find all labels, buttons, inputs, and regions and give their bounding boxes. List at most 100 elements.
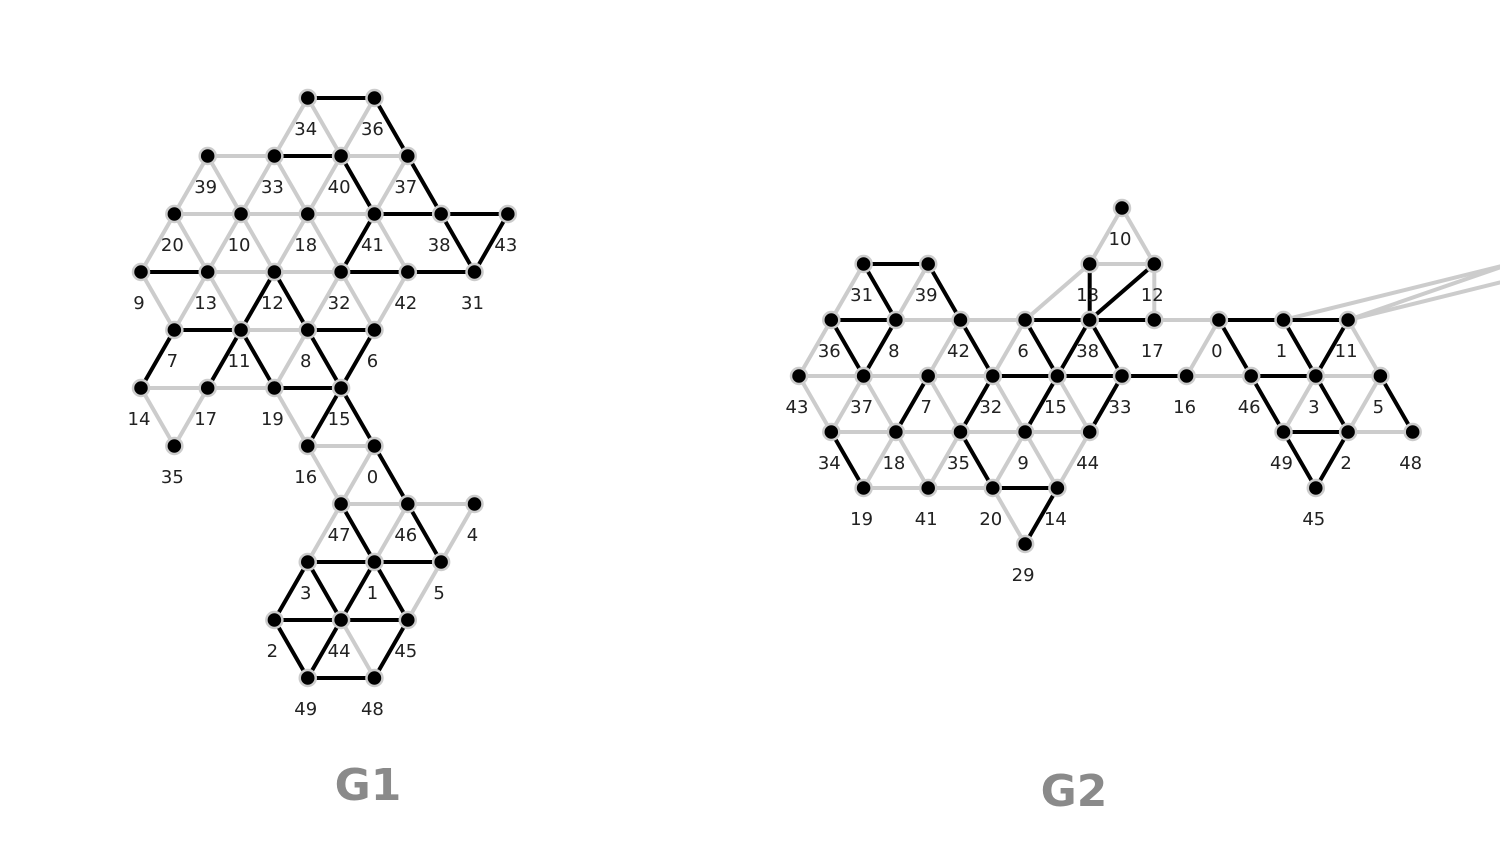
node-1: [365, 552, 384, 572]
node-19: [854, 478, 873, 498]
node-46: [1241, 366, 1261, 386]
node-label-16: 16: [1173, 397, 1196, 418]
node-label-47: 47: [328, 525, 351, 546]
matched-edge-38-31: [439, 212, 477, 274]
node-label-43: 43: [786, 397, 809, 418]
node-label-49: 49: [294, 699, 317, 720]
node-44: [1080, 422, 1099, 442]
edge-32-9: [990, 374, 1028, 434]
node-16: [298, 436, 317, 456]
node-label-0: 0: [1211, 341, 1222, 362]
node-35: [165, 436, 184, 456]
edge-16-47: [305, 444, 344, 506]
edge-47-3: [305, 502, 344, 564]
node-46: [398, 494, 418, 514]
matched-edge-46-49: [1249, 374, 1286, 434]
node-label-32: 32: [328, 293, 351, 314]
edge-30-11: [1346, 280, 1500, 322]
matched-edge-47-1: [339, 502, 377, 564]
node-label-9: 9: [1017, 453, 1028, 474]
edge-20-29: [990, 486, 1028, 546]
node-15: [1048, 366, 1067, 386]
matched-edge-34-19: [829, 430, 866, 490]
node-label-5: 5: [433, 583, 444, 604]
node-35: [951, 422, 970, 442]
node-3: [1306, 366, 1326, 386]
node-label-38: 38: [428, 235, 451, 256]
node-32: [331, 262, 351, 282]
node-6: [1015, 310, 1035, 330]
node-10: [231, 204, 251, 224]
edge-5-2: [1346, 374, 1383, 434]
node-2: [1338, 422, 1358, 442]
edge-18-41: [893, 430, 931, 490]
node-34: [822, 422, 841, 442]
node-label-49: 49: [1270, 453, 1293, 474]
matched-edge-33-44: [1087, 374, 1124, 434]
node-34: [298, 88, 317, 108]
node-label-15: 15: [328, 409, 351, 430]
node-49: [298, 668, 317, 688]
node-42: [951, 310, 970, 330]
node-label-18: 18: [882, 453, 905, 474]
node-label-46: 46: [1238, 397, 1261, 418]
edge-39-20: [172, 154, 210, 216]
node-11: [1338, 310, 1358, 330]
node-label-4: 4: [467, 525, 478, 546]
node-label-10: 10: [228, 235, 251, 256]
node-49: [1274, 422, 1293, 442]
node-label-33: 33: [1109, 397, 1132, 418]
edge-43-34: [797, 374, 834, 434]
matched-edge-15-9: [1023, 374, 1060, 434]
matched-edge-15-16: [305, 386, 344, 448]
node-43: [789, 366, 809, 386]
matched-edge-1-3: [1281, 318, 1318, 378]
node-label-10: 10: [1109, 229, 1132, 250]
node-label-2: 2: [1340, 453, 1351, 474]
edge-39-10: [205, 154, 244, 216]
edge-37-18: [861, 374, 898, 434]
matched-edge-38-33: [1087, 318, 1124, 378]
matched-edge-43-31: [472, 212, 510, 274]
node-2: [265, 610, 284, 630]
matched-edge-32-35: [958, 374, 995, 434]
matched-edge-14-29: [1023, 486, 1060, 546]
node-45: [1306, 478, 1326, 498]
node-label-19: 19: [850, 509, 873, 530]
node-1: [1274, 310, 1293, 330]
edge-16-0: [1184, 318, 1221, 378]
node-label-3: 3: [1308, 397, 1319, 418]
matched-edge-2-49: [272, 618, 310, 680]
node-7: [918, 366, 938, 386]
edge-31-36: [829, 262, 866, 322]
edge-41-42: [372, 212, 410, 274]
node-label-34: 34: [818, 453, 841, 474]
node-label-48: 48: [361, 699, 384, 720]
node-38: [431, 204, 451, 224]
node-4: [465, 494, 484, 514]
node-6: [365, 320, 384, 340]
node-31: [854, 254, 873, 274]
node-label-41: 41: [915, 509, 938, 530]
node-label-48: 48: [1399, 453, 1422, 474]
edge-7-42: [926, 318, 963, 378]
edge-20-9: [139, 212, 177, 274]
node-label-32: 32: [979, 397, 1002, 418]
matched-edge-8-37: [861, 318, 898, 378]
node-label-8: 8: [888, 341, 899, 362]
edge-0-47: [339, 444, 377, 506]
edge-9-7: [139, 270, 177, 332]
node-label-17: 17: [194, 409, 217, 430]
node-33: [265, 146, 284, 166]
g1-matched-edges: [139, 96, 510, 680]
node-label-19: 19: [261, 409, 284, 430]
node-19: [265, 378, 284, 398]
edge-19-8: [272, 328, 310, 390]
node-14: [1048, 478, 1067, 498]
matched-edge-8-15: [305, 328, 344, 390]
matched-edge-11-3: [1313, 318, 1351, 378]
node-label-45: 45: [394, 641, 417, 662]
node-39: [198, 146, 217, 166]
node-15: [331, 378, 351, 398]
node-label-29: 29: [1012, 565, 1035, 586]
